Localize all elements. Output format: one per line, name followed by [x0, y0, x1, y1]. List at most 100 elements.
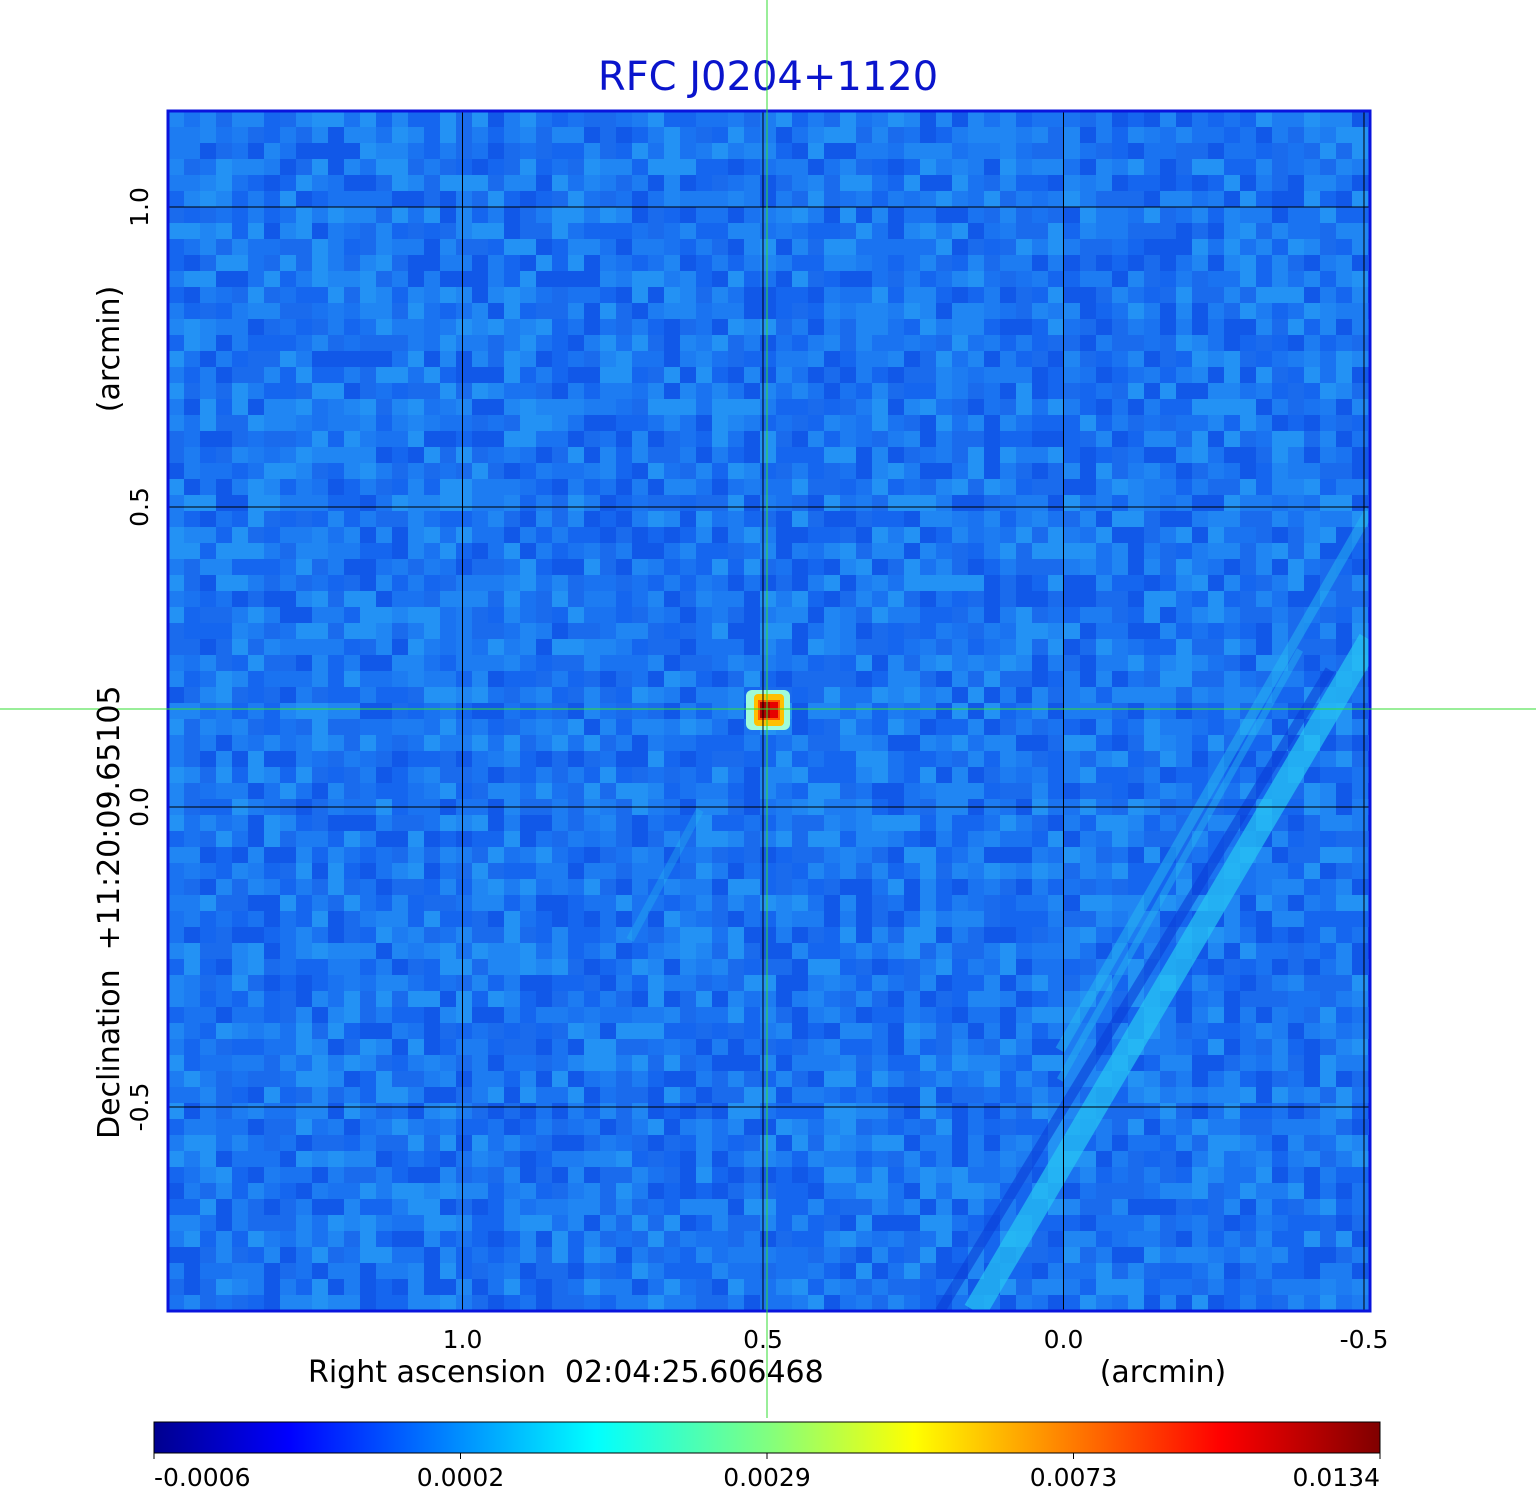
- noise-pixel: [312, 1023, 328, 1039]
- noise-pixel: [1240, 623, 1256, 639]
- noise-pixel: [376, 1119, 392, 1135]
- noise-pixel: [184, 111, 200, 127]
- noise-pixel: [616, 495, 632, 511]
- noise-pixel: [792, 175, 808, 191]
- noise-pixel: [488, 959, 504, 975]
- noise-pixel: [504, 863, 520, 879]
- noise-pixel: [440, 911, 456, 927]
- noise-pixel: [1016, 447, 1032, 463]
- noise-pixel: [1352, 575, 1368, 591]
- noise-pixel: [952, 655, 968, 671]
- noise-pixel: [184, 623, 200, 639]
- noise-pixel: [1032, 783, 1048, 799]
- noise-pixel: [264, 367, 280, 383]
- noise-pixel: [1064, 287, 1080, 303]
- noise-pixel: [968, 1087, 984, 1103]
- noise-pixel: [856, 191, 872, 207]
- noise-pixel: [168, 143, 184, 159]
- noise-pixel: [1080, 431, 1096, 447]
- noise-pixel: [360, 335, 376, 351]
- noise-pixel: [488, 607, 504, 623]
- noise-pixel: [1352, 943, 1368, 959]
- noise-pixel: [1304, 1103, 1320, 1119]
- noise-pixel: [1256, 943, 1272, 959]
- noise-pixel: [824, 1039, 840, 1055]
- noise-pixel: [952, 415, 968, 431]
- noise-pixel: [1224, 671, 1240, 687]
- noise-pixel: [776, 607, 792, 623]
- noise-pixel: [952, 703, 968, 719]
- noise-pixel: [344, 1071, 360, 1087]
- noise-pixel: [984, 623, 1000, 639]
- noise-pixel: [504, 591, 520, 607]
- noise-pixel: [968, 719, 984, 735]
- noise-pixel: [760, 879, 776, 895]
- noise-pixel: [888, 751, 904, 767]
- noise-pixel: [648, 671, 664, 687]
- noise-pixel: [488, 927, 504, 943]
- noise-pixel: [1208, 703, 1224, 719]
- noise-pixel: [792, 415, 808, 431]
- noise-pixel: [824, 479, 840, 495]
- noise-pixel: [776, 975, 792, 991]
- noise-pixel: [440, 575, 456, 591]
- noise-pixel: [616, 207, 632, 223]
- noise-pixel: [696, 863, 712, 879]
- noise-pixel: [888, 575, 904, 591]
- noise-pixel: [1080, 767, 1096, 783]
- noise-pixel: [1176, 1119, 1192, 1135]
- noise-pixel: [1288, 831, 1304, 847]
- noise-pixel: [520, 479, 536, 495]
- noise-pixel: [1304, 559, 1320, 575]
- noise-pixel: [1320, 479, 1336, 495]
- noise-pixel: [504, 1151, 520, 1167]
- noise-pixel: [504, 1055, 520, 1071]
- noise-pixel: [424, 367, 440, 383]
- noise-pixel: [1272, 255, 1288, 271]
- noise-pixel: [728, 719, 744, 735]
- noise-pixel: [840, 479, 856, 495]
- noise-pixel: [552, 815, 568, 831]
- noise-pixel: [984, 1007, 1000, 1023]
- noise-pixel: [1048, 271, 1064, 287]
- noise-pixel: [776, 1087, 792, 1103]
- noise-pixel: [936, 1007, 952, 1023]
- noise-pixel: [568, 927, 584, 943]
- noise-pixel: [1304, 479, 1320, 495]
- noise-pixel: [1144, 255, 1160, 271]
- noise-pixel: [984, 815, 1000, 831]
- noise-pixel: [1032, 463, 1048, 479]
- noise-pixel: [904, 143, 920, 159]
- noise-pixel: [808, 239, 824, 255]
- noise-pixel: [1112, 287, 1128, 303]
- noise-pixel: [360, 223, 376, 239]
- noise-pixel: [280, 687, 296, 703]
- noise-pixel: [600, 527, 616, 543]
- noise-pixel: [264, 415, 280, 431]
- noise-pixel: [488, 255, 504, 271]
- noise-pixel: [1256, 111, 1272, 127]
- noise-pixel: [600, 927, 616, 943]
- noise-pixel: [408, 287, 424, 303]
- noise-pixel: [888, 863, 904, 879]
- noise-pixel: [1176, 719, 1192, 735]
- noise-pixel: [408, 575, 424, 591]
- noise-pixel: [1208, 559, 1224, 575]
- noise-pixel: [1304, 191, 1320, 207]
- noise-pixel: [280, 815, 296, 831]
- noise-pixel: [792, 735, 808, 751]
- noise-pixel: [616, 143, 632, 159]
- noise-pixel: [168, 1135, 184, 1151]
- noise-pixel: [536, 191, 552, 207]
- noise-pixel: [824, 943, 840, 959]
- noise-pixel: [472, 1103, 488, 1119]
- noise-pixel: [632, 383, 648, 399]
- noise-pixel: [168, 959, 184, 975]
- noise-pixel: [856, 303, 872, 319]
- noise-pixel: [824, 975, 840, 991]
- noise-pixel: [712, 767, 728, 783]
- noise-pixel: [456, 319, 472, 335]
- noise-pixel: [968, 399, 984, 415]
- noise-pixel: [440, 1151, 456, 1167]
- noise-pixel: [648, 719, 664, 735]
